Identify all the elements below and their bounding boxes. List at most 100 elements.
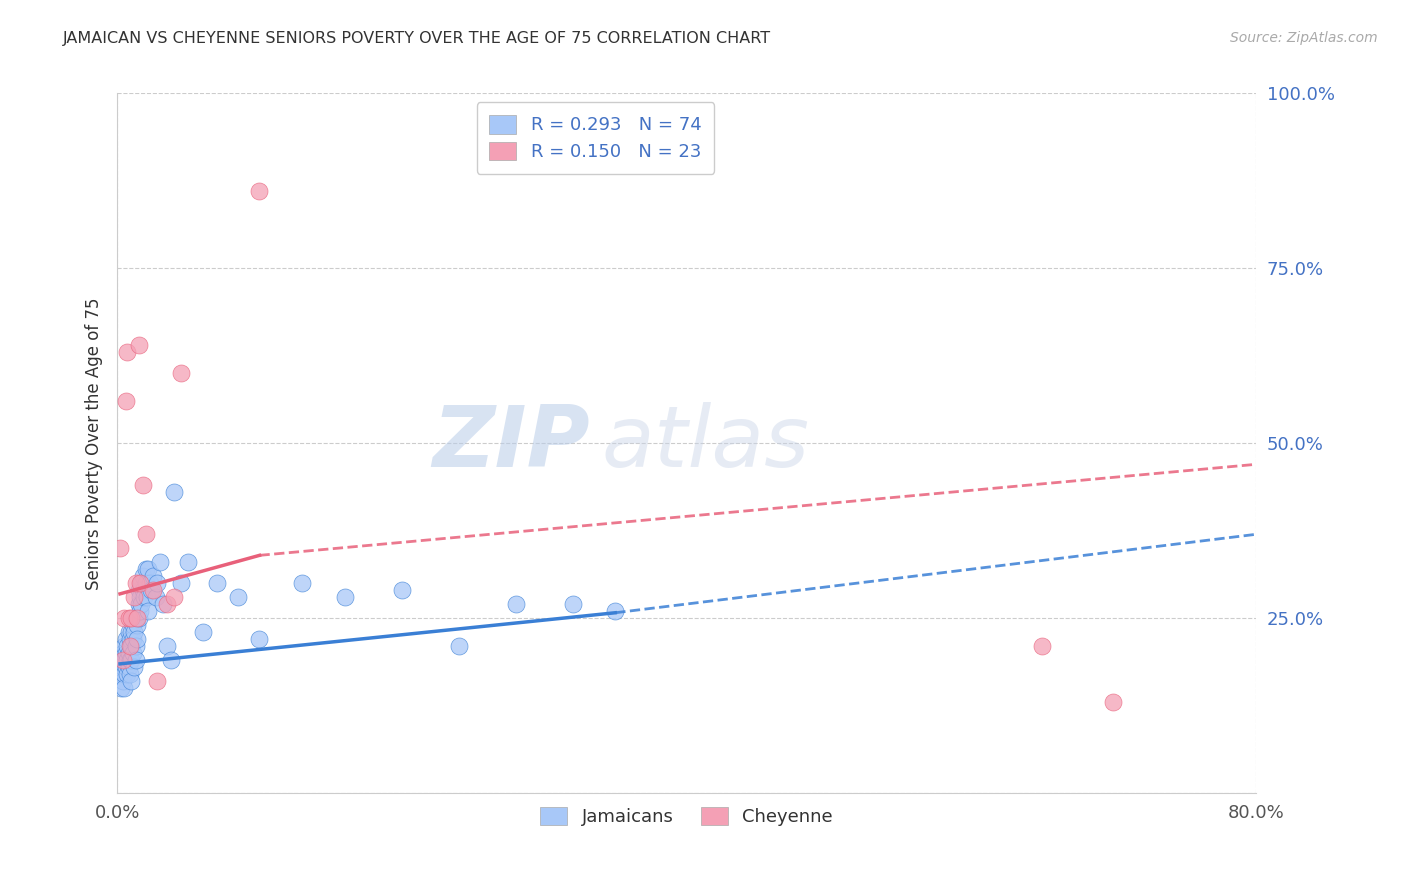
Point <box>111 653 134 667</box>
Point <box>121 632 143 647</box>
Text: Source: ZipAtlas.com: Source: ZipAtlas.com <box>1230 31 1378 45</box>
Point <box>149 555 172 569</box>
Point <box>170 576 193 591</box>
Point <box>205 576 228 591</box>
Point <box>152 598 174 612</box>
Point <box>131 576 153 591</box>
Point <box>125 611 148 625</box>
Point <box>121 618 143 632</box>
Point <box>1031 640 1053 654</box>
Point <box>118 667 141 681</box>
Point <box>118 653 141 667</box>
Point <box>120 653 142 667</box>
Point <box>125 576 148 591</box>
Point <box>138 562 160 576</box>
Point <box>115 653 138 667</box>
Point <box>163 485 186 500</box>
Point <box>160 653 183 667</box>
Point <box>111 646 134 660</box>
Point <box>120 611 142 625</box>
Point <box>112 611 135 625</box>
Point <box>145 591 167 605</box>
Point <box>138 604 160 618</box>
Text: JAMAICAN VS CHEYENNE SENIORS POVERTY OVER THE AGE OF 75 CORRELATION CHART: JAMAICAN VS CHEYENNE SENIORS POVERTY OVE… <box>63 31 772 46</box>
Point <box>128 598 150 612</box>
Point <box>142 569 165 583</box>
Point <box>117 660 139 674</box>
Point <box>170 367 193 381</box>
Point <box>117 611 139 625</box>
Point <box>122 660 145 674</box>
Point <box>114 660 136 674</box>
Point <box>141 583 163 598</box>
Point <box>134 591 156 605</box>
Point <box>132 478 155 492</box>
Point <box>120 674 142 689</box>
Point <box>139 576 162 591</box>
Point <box>115 345 138 359</box>
Point <box>447 640 470 654</box>
Legend: Jamaicans, Cheyenne: Jamaicans, Cheyenne <box>533 799 839 833</box>
Point <box>249 632 271 647</box>
Point <box>112 667 135 681</box>
Point <box>156 640 179 654</box>
Point <box>111 660 134 674</box>
Point <box>135 576 157 591</box>
Point <box>505 598 527 612</box>
Point <box>114 394 136 409</box>
Point <box>249 185 271 199</box>
Point <box>156 598 179 612</box>
Point <box>191 625 214 640</box>
Point <box>128 338 150 352</box>
Point <box>120 625 142 640</box>
Point <box>108 667 131 681</box>
Point <box>128 583 150 598</box>
Point <box>111 674 134 689</box>
Text: ZIP: ZIP <box>432 402 589 485</box>
Point <box>1102 695 1125 709</box>
Point <box>129 576 152 591</box>
Point <box>110 681 132 696</box>
Point <box>110 653 132 667</box>
Point <box>128 611 150 625</box>
Point <box>605 604 627 618</box>
Point <box>291 576 314 591</box>
Point <box>333 591 356 605</box>
Point <box>135 562 157 576</box>
Point <box>114 646 136 660</box>
Point <box>122 625 145 640</box>
Point <box>108 541 131 556</box>
Point <box>125 640 148 654</box>
Point <box>127 632 149 647</box>
Point <box>112 653 135 667</box>
Point <box>115 640 138 654</box>
Point <box>136 591 159 605</box>
Point <box>117 646 139 660</box>
Point <box>135 527 157 541</box>
Point <box>142 583 165 598</box>
Point <box>114 632 136 647</box>
Point <box>112 640 135 654</box>
Point <box>561 598 583 612</box>
Point <box>127 611 149 625</box>
Point <box>131 598 153 612</box>
Point <box>132 583 155 598</box>
Point <box>112 681 135 696</box>
Point <box>121 646 143 660</box>
Point <box>129 591 152 605</box>
Point <box>163 591 186 605</box>
Point <box>146 674 169 689</box>
Point <box>391 583 413 598</box>
Text: atlas: atlas <box>600 402 808 485</box>
Point <box>122 591 145 605</box>
Point <box>118 640 141 654</box>
Point <box>118 632 141 647</box>
Point <box>127 618 149 632</box>
Point <box>146 576 169 591</box>
Point <box>125 653 148 667</box>
Y-axis label: Seniors Poverty Over the Age of 75: Seniors Poverty Over the Age of 75 <box>86 297 103 590</box>
Point <box>129 604 152 618</box>
Point <box>177 555 200 569</box>
Point <box>226 591 249 605</box>
Point <box>120 640 142 654</box>
